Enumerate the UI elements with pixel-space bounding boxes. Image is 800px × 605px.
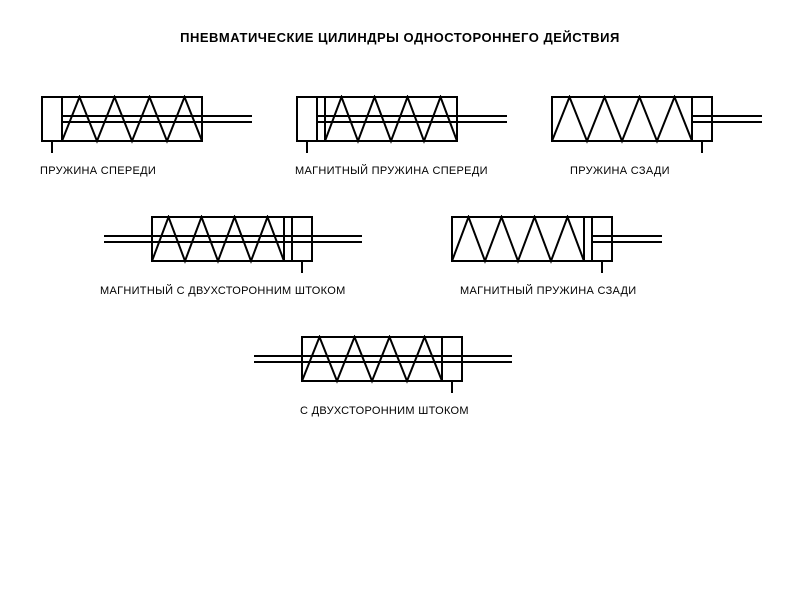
label-magnetic-spring-front: МАГНИТНЫЙ ПРУЖИНА СПЕРЕДИ [295, 165, 488, 177]
cylinder-magnetic-spring-front [295, 95, 509, 160]
label-spring-rear: ПРУЖИНА СЗАДИ [570, 165, 670, 177]
label-magnetic-spring-rear: МАГНИТНЫЙ ПРУЖИНА СЗАДИ [460, 285, 636, 297]
label-spring-front: ПРУЖИНА СПЕРЕДИ [40, 165, 156, 177]
cylinder-spring-front [40, 95, 254, 160]
label-double-rod: С ДВУХСТОРОННИМ ШТОКОМ [300, 405, 469, 417]
cylinder-magnetic-double-rod [100, 215, 364, 280]
diagram-canvas: ПРУЖИНА СПЕРЕДИ МАГНИТНЫЙ ПРУЖИНА СПЕРЕДИ… [0, 45, 800, 605]
page-title: ПНЕВМАТИЧЕСКИЕ ЦИЛИНДРЫ ОДНОСТОРОННЕГО Д… [0, 0, 800, 45]
cylinder-double-rod [250, 335, 514, 400]
label-magnetic-double-rod: МАГНИТНЫЙ С ДВУХСТОРОННИМ ШТОКОМ [100, 285, 346, 297]
cylinder-magnetic-spring-rear [450, 215, 664, 280]
cylinder-spring-rear [550, 95, 764, 160]
